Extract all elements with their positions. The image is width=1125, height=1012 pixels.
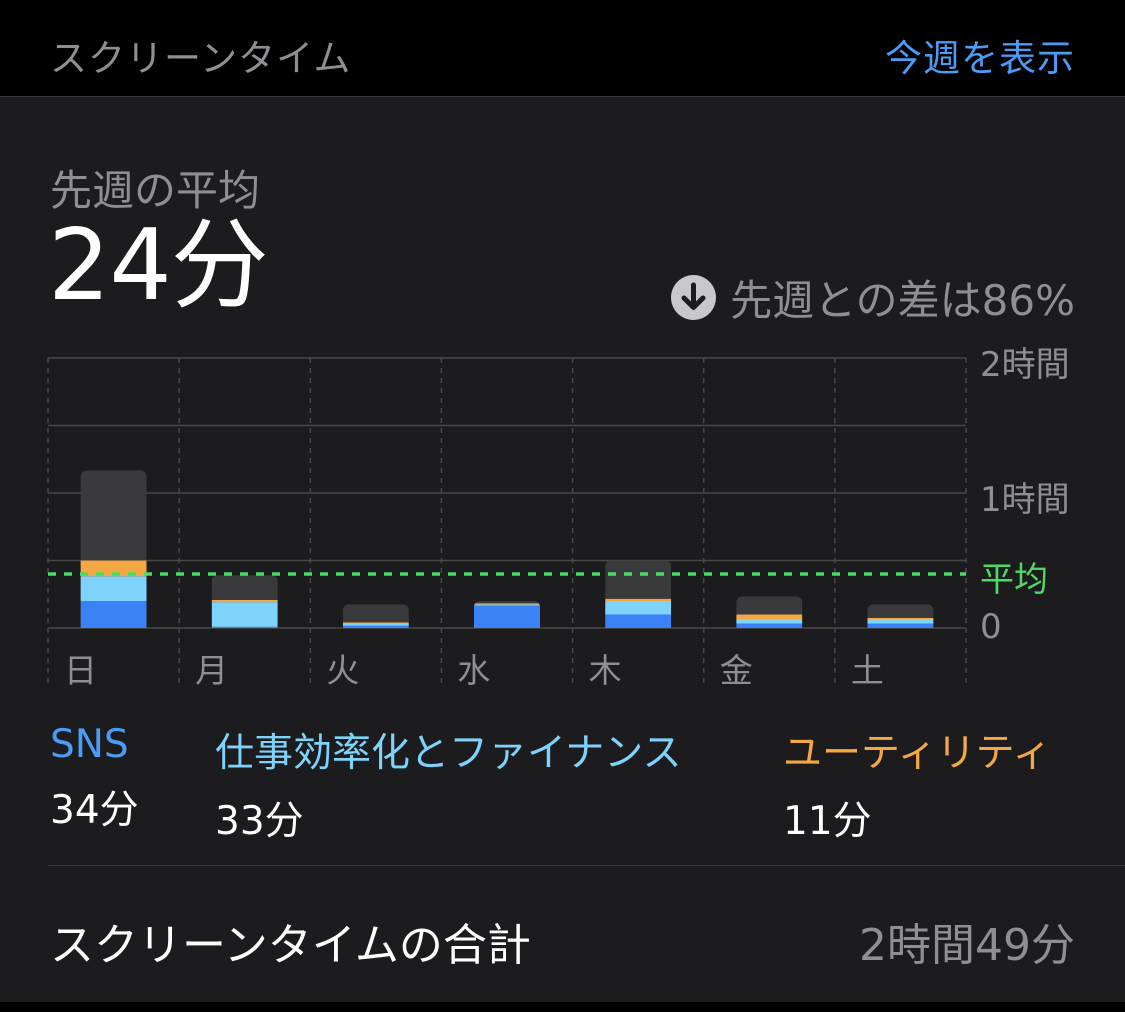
total-label: スクリーンタイムの合計 — [50, 920, 531, 971]
x-tick-label: 火 — [326, 651, 360, 690]
bar-segment-work — [605, 601, 672, 615]
bar-segment-other — [211, 575, 278, 600]
x-tick-label: 金 — [719, 651, 753, 690]
average-tag: 平均 — [980, 560, 1048, 600]
legend-item: ユーティリティ 11分 — [783, 722, 1051, 846]
bar-segment-sns — [211, 626, 278, 628]
bar-segment-sns — [474, 605, 540, 628]
show-this-week-link[interactable]: 今週を表示 — [885, 37, 1075, 80]
bar-segment-other — [736, 596, 803, 615]
y-tick-label: 1時間 — [980, 480, 1070, 520]
legend-value: 11分 — [783, 799, 872, 844]
bar-segment-other — [605, 560, 672, 599]
x-tick-label: 日 — [64, 651, 97, 690]
bar-segment-utility — [211, 599, 278, 603]
bar-segment-sns — [80, 601, 147, 628]
legend-name: SNS — [50, 722, 129, 767]
header-bar: スクリーンタイム 今週を表示 — [0, 0, 1125, 97]
weekly-diff-text: 先週との差は86% — [730, 276, 1075, 325]
bar-segment-sns — [867, 623, 934, 628]
bar-segment-utility — [736, 614, 803, 619]
y-tick-label: 2時間 — [980, 345, 1070, 385]
bar-segment-other — [867, 604, 934, 618]
x-tick-label: 土 — [850, 651, 884, 690]
bar-segment-utility — [342, 622, 409, 624]
x-tick-label: 月 — [195, 651, 229, 690]
x-tick-label: 木 — [588, 651, 622, 690]
bar-segment-sns — [342, 625, 409, 628]
arrow-down-circle-icon — [671, 275, 717, 320]
bottom-edge — [0, 1002, 1125, 1012]
bar-segment-utility — [474, 603, 540, 605]
average-value: 24分 — [48, 209, 269, 323]
daily-usage-chart: 2時間 1時間 0 平均日 月 火 水 木 金 土 — [0, 345, 1125, 692]
weekly-diff: 先週との差は86% — [671, 267, 1075, 328]
bar-segment-utility — [605, 598, 672, 601]
y-tick-label: 0 — [980, 607, 1002, 647]
legend-value: 33分 — [215, 799, 304, 844]
bar-segment-work — [867, 619, 934, 624]
bar-segment-work — [474, 604, 540, 606]
divider — [48, 865, 1125, 866]
bar-segment-other — [474, 601, 540, 604]
total-value: 2時間49分 — [859, 920, 1075, 971]
bar-segment-work — [80, 576, 147, 601]
bar-segment-work — [736, 619, 803, 624]
bar-segment-other — [342, 604, 409, 623]
legend-item: 仕事効率化とファイナンス 33分 — [215, 722, 681, 846]
bar-segment-other — [80, 470, 147, 561]
bar-segment-sns — [736, 623, 803, 628]
bar-segment-work — [342, 623, 409, 626]
bar-segment-work — [211, 602, 278, 627]
chart-svg — [47, 357, 967, 687]
bar-segment-sns — [605, 614, 672, 628]
x-tick-label: 水 — [457, 651, 491, 690]
legend-value: 34分 — [50, 788, 139, 833]
legend-item: SNS 34分 — [50, 722, 139, 835]
bar-segment-utility — [867, 617, 934, 619]
legend-name: 仕事効率化とファイナンス — [215, 731, 682, 776]
average-label: 先週の平均 — [50, 166, 261, 215]
legend-name: ユーティリティ — [783, 731, 1052, 776]
section-title: スクリーンタイム — [50, 37, 352, 80]
screen-time-card[interactable]: 先週の平均 24分 先週との差は86% 2時間 1時間 0 平均日 月 火 水 木 金 土 SNS… — [0, 97, 1125, 1002]
